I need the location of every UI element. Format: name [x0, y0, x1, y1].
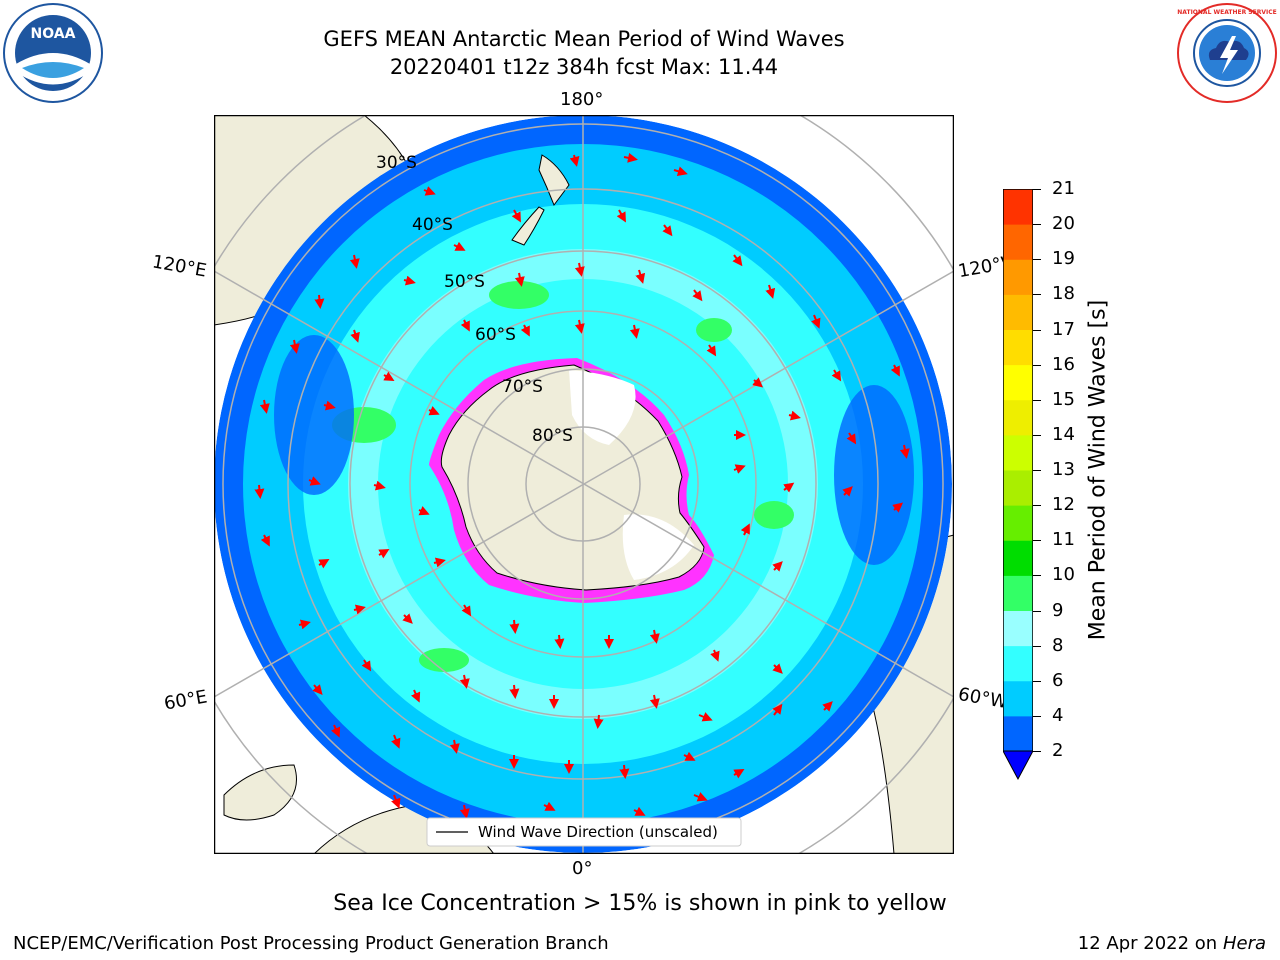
- lat-label-50s: 50°S: [444, 272, 485, 292]
- colorbar-tick-mark: [1033, 505, 1041, 507]
- colorbar-segment: [1003, 329, 1033, 366]
- colorbar-tick-label: 20: [1052, 213, 1075, 235]
- chart-title: GEFS MEAN Antarctic Mean Period of Wind …: [323, 27, 845, 51]
- colorbar-tick-mark: [1033, 399, 1041, 401]
- colorbar-segment: [1003, 364, 1033, 401]
- colorbar-tick-mark: [1033, 610, 1041, 612]
- nws-logo-text: NATIONAL WEATHER SERVICE: [1177, 9, 1276, 16]
- colorbar-segment: [1003, 645, 1033, 682]
- colorbar-segment: [1003, 294, 1033, 330]
- colorbar-tick-label: 21: [1052, 178, 1075, 199]
- colorbar-tick-label: 12: [1052, 494, 1075, 516]
- lat-label-60s: 60°S: [475, 325, 516, 345]
- colorbar-tick-mark: [1033, 715, 1041, 717]
- map-panel: 30°S 40°S 50°S 60°S 70°S 80°S Wind Wave …: [214, 115, 954, 854]
- colorbar-tick-mark: [1033, 540, 1041, 542]
- colorbar-segment: [1003, 470, 1033, 506]
- colorbar-segment: [1003, 259, 1033, 295]
- madagascar-land: [223, 764, 297, 821]
- colorbar-tick-label: 4: [1052, 704, 1064, 726]
- colorbar-tick-mark: [1033, 680, 1041, 682]
- colorbar-tick-mark: [1033, 224, 1041, 226]
- new-zealand-land: [511, 154, 570, 246]
- wind-wave-arrows: [254, 152, 910, 819]
- colorbar-tick-mark: [1033, 645, 1041, 647]
- colorbar-tick-label: 8: [1052, 634, 1064, 656]
- lat-label-40s: 40°S: [412, 215, 453, 235]
- colorbar-segment: [1003, 434, 1033, 471]
- colorbar-tick-mark: [1033, 470, 1041, 471]
- colorbar-tick-label: 18: [1052, 283, 1075, 305]
- colorbar-tick-mark: [1033, 364, 1041, 366]
- colorbar-tick-label: 13: [1052, 459, 1075, 480]
- colorbar-segment: [1003, 575, 1033, 611]
- lon-label-180: 180°: [560, 89, 604, 110]
- lon-label-120e: 120°E: [150, 251, 209, 282]
- colorbar-tick-label: 14: [1052, 423, 1075, 445]
- ross-ice-shelf: [569, 370, 636, 445]
- colorbar-tick-mark: [1033, 294, 1041, 296]
- noaa-logo: NOAA: [3, 3, 103, 103]
- colorbar-tick-label: 16: [1052, 353, 1075, 375]
- colorbar-segment: [1003, 224, 1033, 260]
- colorbar-tick-mark: [1033, 329, 1041, 331]
- colorbar-label: Mean Period of Wind Waves [s]: [1085, 299, 1111, 641]
- colorbar-tick-label: 17: [1052, 318, 1075, 340]
- colorbar-tick-mark: [1033, 434, 1041, 436]
- legend-label: Wind Wave Direction (unscaled): [478, 823, 718, 841]
- lon-label-0: 0°: [572, 858, 593, 879]
- colorbar-tick-mark: [1033, 575, 1041, 577]
- colorbar-segment: [1003, 540, 1033, 576]
- noaa-logo-text: NOAA: [31, 26, 76, 42]
- lat-label-70s: 70°S: [502, 377, 543, 397]
- colorbar-tick-mark: [1033, 189, 1041, 190]
- colorbar-segment: [1003, 505, 1033, 541]
- nws-logo: NATIONAL WEATHER SERVICE: [1177, 3, 1277, 103]
- colorbar-tick-mark: [1033, 259, 1041, 261]
- colorbar-segment: [1003, 715, 1033, 752]
- colorbar-segment: [1003, 610, 1033, 647]
- sea-ice-note: Sea Ice Concentration > 15% is shown in …: [333, 891, 947, 916]
- colorbar-segment: [1003, 189, 1033, 225]
- colorbar-tick-mark: [1033, 751, 1041, 752]
- map-legend: Wind Wave Direction (unscaled): [426, 817, 742, 847]
- colorbar-tick-label: 19: [1052, 248, 1075, 270]
- colorbar-tick-label: 9: [1052, 599, 1064, 621]
- lat-label-30s: 30°S: [376, 153, 417, 173]
- colorbar-tick-label: 2: [1052, 740, 1064, 761]
- colorbar-segment: [1003, 399, 1033, 436]
- colorbar-extend-arrow: [1003, 750, 1033, 781]
- footer-credit: NCEP/EMC/Verification Post Processing Pr…: [13, 933, 609, 954]
- graticule: [214, 115, 954, 854]
- lon-label-60w: 60°W: [956, 683, 1010, 714]
- colorbar-segment: [1003, 680, 1033, 717]
- footer-date: 12 Apr 2022 on Hera: [1078, 933, 1266, 954]
- colorbar-tick-label: 11: [1052, 529, 1075, 551]
- colorbar-tick-label: 10: [1052, 564, 1075, 586]
- footer-host: Hera: [1222, 933, 1266, 954]
- footer-date-text: 12 Apr 2022 on: [1077, 933, 1223, 954]
- lon-label-60e: 60°E: [162, 686, 209, 715]
- colorbar-tick-label: 6: [1052, 669, 1064, 691]
- weddell-ice-shelf: [622, 514, 694, 580]
- lat-label-80s: 80°S: [532, 426, 573, 446]
- chart-subtitle: 20220401 t12z 384h fcst Max: 11.44: [389, 55, 779, 79]
- colorbar: [1003, 189, 1033, 781]
- colorbar-tick-label: 15: [1052, 388, 1075, 410]
